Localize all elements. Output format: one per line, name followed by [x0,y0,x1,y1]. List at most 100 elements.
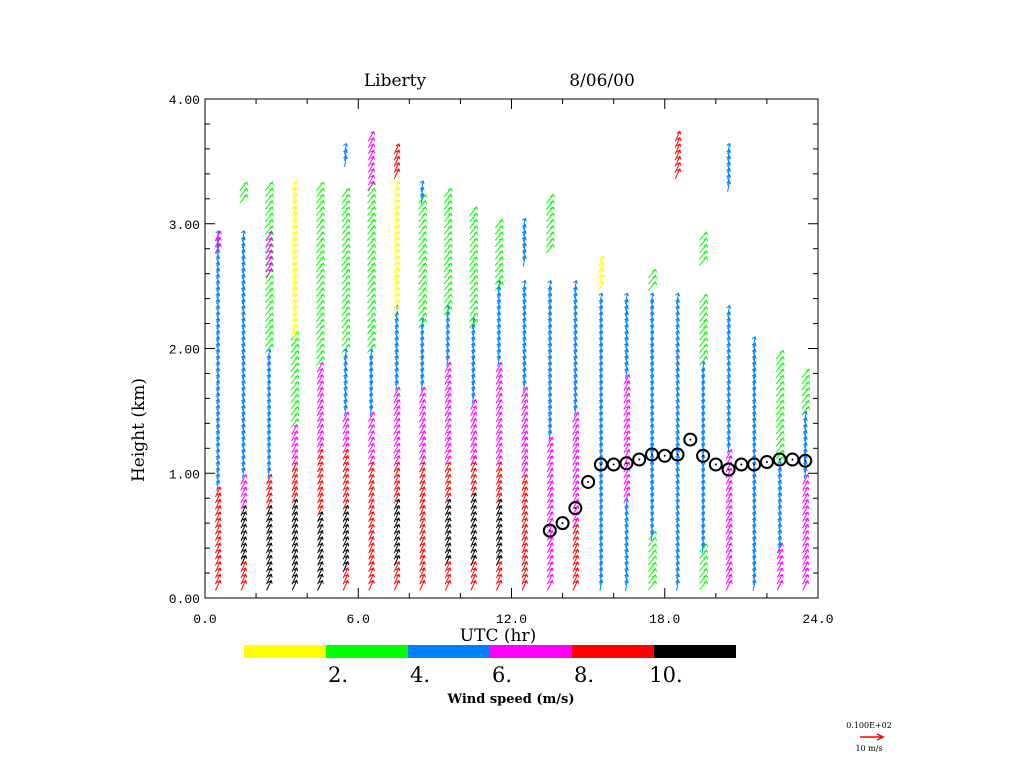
wind-vector [522,255,526,267]
wind-vector [419,393,426,404]
wind-vector [316,443,323,454]
wind-vector [420,193,424,205]
wind-vector-head [751,417,757,422]
wind-vector-head [395,492,401,497]
wind-vector-head [521,236,527,241]
wind-vector-head [700,535,706,540]
wind-vector-head [751,579,757,584]
wind-vector [344,405,347,417]
boundary-layer-marker-dot [625,462,628,465]
wind-vector [266,561,272,573]
wind-vector-head [267,567,273,572]
wind-vector [650,424,654,436]
wind-vector [341,294,350,304]
boundary-layer-marker [581,474,596,489]
wind-vector [599,330,603,342]
wind-vector-head [779,355,785,360]
wind-vector-head [370,149,376,154]
wind-vector [342,517,349,529]
wind-vector [802,524,809,535]
reference-vector-scale: 0.100E+02 [846,721,892,730]
wind-vector [443,287,452,297]
wind-vector [701,386,705,398]
wind-vector-head [804,554,810,559]
wind-vector-head [419,379,425,384]
wind-vector [495,524,502,535]
wind-vector [572,549,579,560]
wind-vector [623,474,630,485]
wind-vector [418,262,427,272]
wind-vector-head [649,292,655,297]
wind-vector-head [319,423,324,428]
wind-vector-head [652,281,657,286]
wind-vector [316,306,324,316]
wind-vector [701,424,705,436]
wind-vector-head [726,410,732,415]
wind-vector-head [700,404,706,409]
wind-vector [801,387,810,397]
wind-vector-head [345,200,351,204]
wind-vector-head [215,273,221,278]
wind-vector-head [751,442,757,447]
wind-vector [342,443,349,454]
wind-vector [264,319,273,329]
wind-vector [393,461,400,473]
wind-vector-head [320,206,325,211]
wind-vector-head [294,374,300,379]
wind-vector-head [804,480,810,485]
wind-vector-head [805,374,811,379]
wind-vector [494,225,503,235]
wind-vector-head [549,573,554,578]
wind-vector [393,536,400,548]
wind-vector [444,555,451,566]
wind-vector [494,281,503,291]
wind-vector-head [625,380,631,385]
wind-vector-head [343,392,348,397]
wind-vector [469,256,478,266]
wind-vector [316,219,324,229]
wind-vector-head [649,311,655,316]
wind-vector-head [472,486,477,491]
boundary-layer-marker-dot [791,458,794,461]
wind-vector-head [625,473,631,478]
wind-vector-head [370,579,375,584]
wind-vector-head [550,212,555,217]
wind-vector [367,331,375,341]
wind-vector [546,468,553,479]
wind-vector-head [652,543,657,548]
wind-vector-head [675,498,680,503]
wind-vector [264,325,273,335]
wind-vector [291,549,298,560]
wind-vector [368,480,374,491]
wind-vector-head [726,348,732,353]
wind-vector-head [343,398,348,403]
wind-vector-head [215,410,221,415]
wind-vector [264,331,273,341]
wind-vector [367,275,375,285]
wind-vector-head [472,461,477,466]
wind-vector [752,411,756,423]
wind-vector-head [473,256,479,261]
wind-vector [317,580,323,591]
wind-vector [393,455,400,466]
wind-vector-head [573,385,578,390]
wind-vector-head [242,579,248,584]
wind-vector-head [549,542,554,547]
wind-vector [418,250,427,260]
wind-vector-head [421,536,426,541]
wind-vector [290,350,299,360]
wind-vector [317,468,323,479]
wind-vector [393,555,400,566]
wind-vector [495,399,502,410]
wind-vector [624,330,628,342]
wind-vector-head [547,348,553,353]
wind-vector-head [266,354,272,359]
wind-vector-head [240,336,246,341]
wind-vector [240,524,247,535]
wind-vector [546,486,553,498]
wind-vector [495,486,502,498]
boundary-layer-marker-dot [599,463,602,466]
wind-vector [727,399,731,411]
wind-vector-head [371,324,377,329]
wind-vector-head [703,318,709,323]
